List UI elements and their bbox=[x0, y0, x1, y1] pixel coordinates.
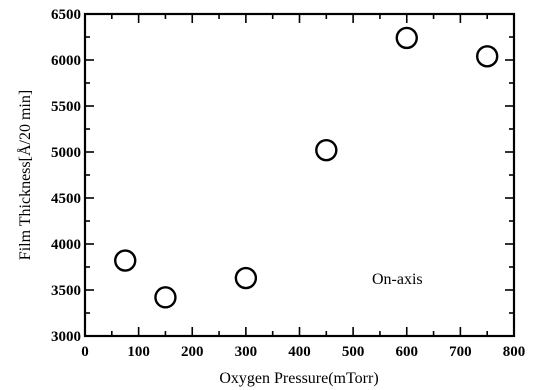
y-tick-label: 4000 bbox=[51, 237, 81, 253]
on-axis-annotation: On-axis bbox=[372, 271, 423, 288]
y-tick-label: 5000 bbox=[51, 145, 81, 161]
y-tick-label: 6000 bbox=[51, 53, 81, 69]
y-tick-label: 5500 bbox=[51, 99, 81, 115]
x-tick-label: 800 bbox=[503, 344, 526, 360]
x-axis-label: Oxygen Pressure(mTorr) bbox=[219, 370, 378, 387]
data-point bbox=[154, 286, 177, 309]
x-tick-label: 100 bbox=[127, 344, 150, 360]
ticks-group bbox=[84, 13, 515, 337]
data-point bbox=[315, 138, 338, 162]
y-tick-label: 6500 bbox=[51, 7, 81, 23]
y-tick-label: 3000 bbox=[51, 329, 81, 345]
data-point bbox=[475, 45, 499, 68]
x-tick-label: 700 bbox=[449, 344, 472, 360]
data-point bbox=[395, 26, 418, 50]
x-tick-label: 500 bbox=[342, 344, 365, 360]
x-tick-label: 600 bbox=[396, 344, 419, 360]
plot-frame bbox=[83, 12, 516, 338]
markers-group bbox=[114, 26, 499, 309]
y-axis-label: Film Thickness[Å/20 min] bbox=[16, 90, 34, 260]
x-tick-label: 400 bbox=[288, 344, 311, 360]
data-point bbox=[114, 249, 137, 272]
y-tick-label: 3500 bbox=[51, 283, 81, 299]
tick-labels-group: 0 100 200 300 400 500 600 700 800 3000 3500 4000 450… bbox=[51, 7, 525, 360]
data-point bbox=[234, 266, 258, 290]
y-tick-label: 4500 bbox=[51, 191, 81, 207]
x-tick-label: 0 bbox=[81, 344, 89, 360]
x-tick-label: 200 bbox=[181, 344, 204, 360]
x-tick-label: 300 bbox=[235, 344, 258, 360]
